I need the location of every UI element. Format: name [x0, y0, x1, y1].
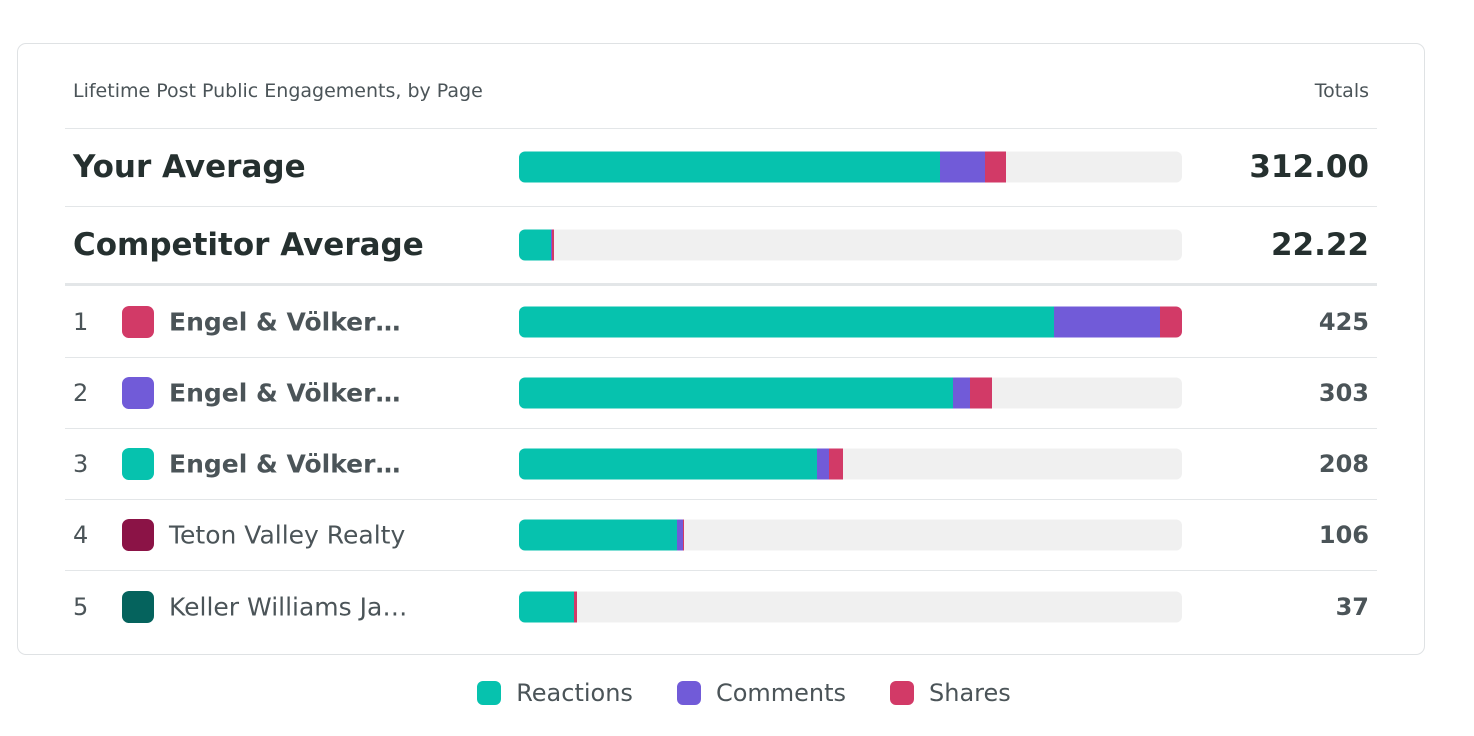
page-name[interactable]: Engel & Völker…: [169, 449, 401, 479]
bar-track: [519, 591, 1182, 622]
comments-segment: [952, 377, 970, 409]
page-total: 106: [1318, 521, 1369, 549]
comments-segment: [816, 448, 830, 480]
bar-track: [519, 306, 1182, 338]
your-average-row: Your Average 312.00: [65, 128, 1377, 207]
page-total: 425: [1318, 308, 1369, 336]
shares-segment: [551, 229, 554, 261]
legend-item-shares[interactable]: Shares: [890, 679, 1011, 707]
reactions-segment: [519, 306, 1055, 338]
page-name[interactable]: Keller Williams Ja…: [169, 592, 408, 621]
page-row[interactable]: 4 Teton Valley Realty 106: [65, 500, 1377, 571]
page-total: 208: [1318, 450, 1369, 478]
chart-title: Lifetime Post Public Engagements, by Pag…: [73, 80, 483, 102]
page-total: 303: [1318, 379, 1369, 407]
bar-track: [519, 448, 1182, 480]
page-name[interactable]: Teton Valley Realty: [169, 520, 406, 550]
bar-track: [519, 151, 1182, 183]
legend-item-comments[interactable]: Comments: [676, 679, 847, 707]
totals-column-header: Totals: [1314, 80, 1369, 102]
bar-track: [519, 377, 1182, 409]
page-rank: 3: [73, 450, 89, 478]
comments-segment: [550, 229, 552, 261]
comments-segment: [573, 591, 575, 622]
reactions-segment: [519, 151, 941, 183]
legend-label-comments: Comments: [715, 679, 847, 707]
shares-segment: [969, 377, 992, 409]
reactions-segment: [519, 377, 953, 409]
page-row[interactable]: 3 Engel & Völker… 208: [65, 429, 1377, 500]
page-color-swatch: [122, 377, 154, 409]
chart-card: Lifetime Post Public Engagements, by Pag…: [17, 43, 1425, 655]
chart-header: Lifetime Post Public Engagements, by Pag…: [65, 44, 1377, 129]
shares-segment: [985, 151, 1006, 183]
legend-item-reactions[interactable]: Reactions: [477, 679, 633, 707]
page-row[interactable]: 2 Engel & Völker… 303: [65, 358, 1377, 429]
legend-swatch-shares: [890, 681, 915, 705]
shares-segment: [829, 448, 844, 480]
page-name[interactable]: Engel & Völker…: [169, 378, 401, 408]
page-row[interactable]: 1 Engel & Völker… 425: [65, 287, 1377, 358]
comments-segment: [676, 519, 683, 551]
competitor-average-label: Competitor Average: [73, 227, 424, 263]
reactions-segment: [519, 519, 677, 551]
competitor-average-row: Competitor Average 22.22: [65, 207, 1377, 286]
your-average-label: Your Average: [73, 149, 306, 185]
your-average-total: 312.00: [1249, 149, 1369, 185]
bar-track: [519, 229, 1182, 261]
page-name[interactable]: Engel & Völker…: [169, 307, 401, 337]
page-color-swatch: [122, 448, 154, 480]
shares-segment: [682, 519, 685, 551]
shares-segment: [574, 591, 577, 622]
page-rank: 5: [73, 592, 89, 621]
reactions-segment: [519, 448, 817, 480]
page-row[interactable]: 5 Keller Williams Ja… 37: [65, 571, 1377, 642]
legend-label-shares: Shares: [929, 679, 1011, 707]
competitor-average-total: 22.22: [1270, 227, 1369, 263]
chart-legend: Reactions Comments Shares: [0, 677, 1474, 709]
reactions-segment: [519, 591, 574, 622]
legend-swatch-comments: [676, 681, 701, 705]
comments-segment: [1054, 306, 1161, 338]
page-rank: 4: [73, 521, 89, 549]
page-rank: 1: [73, 308, 89, 336]
page-color-swatch: [122, 519, 154, 551]
page-color-swatch: [122, 590, 154, 623]
page-color-swatch: [122, 306, 154, 338]
legend-label-reactions: Reactions: [516, 679, 633, 707]
page-total: 37: [1335, 592, 1369, 621]
reactions-segment: [519, 229, 551, 261]
bar-track: [519, 519, 1182, 551]
shares-segment: [1160, 306, 1182, 338]
comments-segment: [940, 151, 986, 183]
page-rank: 2: [73, 379, 89, 407]
legend-swatch-reactions: [477, 681, 502, 705]
